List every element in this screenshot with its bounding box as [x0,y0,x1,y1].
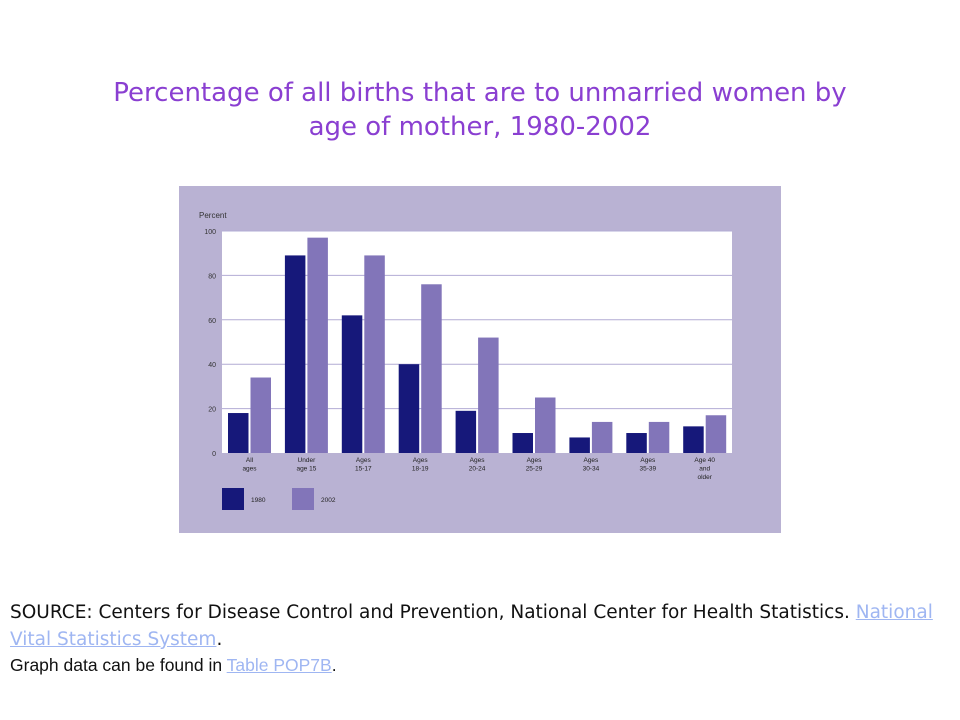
x-tick-label: 30-34 [583,466,600,473]
bar-1980 [626,433,647,453]
bar-2002 [307,237,328,453]
x-tick-label: Ages [527,457,543,464]
bar-1980 [455,410,477,453]
plot-area [222,231,732,453]
bar-1980 [228,413,249,453]
bar-1980 [683,426,704,453]
y-tick-label: 60 [208,318,216,325]
x-tick-label: Under [298,457,317,464]
x-tick-label: 35-39 [639,466,656,473]
x-tick-label: Ages [470,457,486,464]
x-tick-label: Age 40 [694,457,715,464]
x-tick-label: older [697,474,712,481]
chart-title: Percentage of all births that are to unm… [80,76,880,144]
graph-data-note: Graph data can be found in Table POP7B. [10,654,950,676]
bar-2002 [591,421,613,453]
bar-2002 [364,255,385,453]
bar-2002 [648,421,670,453]
x-tick-label: Ages [583,457,599,464]
note-prefix: Graph data can be found in [10,655,227,675]
chart-title-line-2: age of mother, 1980-2002 [308,112,652,142]
chart-panel: Percent 0 20 40 60 80 100 All ages Under age 15 Age… [179,186,781,533]
legend-swatch-2002 [292,488,314,510]
bar-1980 [398,364,420,453]
x-tick-label: 20-24 [469,466,486,473]
source-text: SOURCE: Centers for Disease Control and … [10,599,950,653]
bar-1980 [341,315,363,453]
table-pop7b-link[interactable]: Table POP7B [226,655,332,675]
y-tick-label: 40 [208,362,216,369]
bar-1980 [284,255,306,453]
x-tick-label: Ages [356,457,372,464]
x-tick-label: ages [242,466,257,473]
source-prefix: SOURCE: Centers for Disease Control and … [10,602,856,623]
source-suffix: . [216,629,223,650]
bar-1980 [569,437,590,453]
note-suffix: . [331,655,337,675]
x-tick-label: 25-29 [526,466,543,473]
x-tick-label: Ages [640,457,656,464]
bar-chart: Percent 0 20 40 60 80 100 All ages Under age 15 Age… [179,186,781,533]
legend-swatch-1980 [222,488,244,510]
chart-title-line-1: Percentage of all births that are to unm… [113,78,847,108]
x-tick-label: age 15 [296,466,316,473]
x-tick-label: All [246,457,254,464]
x-tick-label: 15-17 [355,466,372,473]
legend-label-2002: 2002 [321,497,336,504]
bar-2002 [478,337,499,453]
bar-2002 [705,415,727,453]
y-axis-label: Percent [199,211,227,220]
bar-2002 [250,377,271,453]
y-tick-label: 20 [208,407,216,414]
y-tick-label: 100 [204,229,216,236]
bar-2002 [421,284,442,453]
bar-1980 [512,433,533,453]
bar-2002 [535,397,556,453]
nvss-link[interactable]: National Vital Statistics System [10,602,933,650]
y-tick-label: 0 [212,451,216,458]
x-tick-label: Ages [413,457,429,464]
y-tick-label: 80 [208,273,216,280]
x-tick-label: 18-19 [412,466,429,473]
x-tick-label: and [699,466,710,473]
legend-label-1980: 1980 [251,497,266,504]
